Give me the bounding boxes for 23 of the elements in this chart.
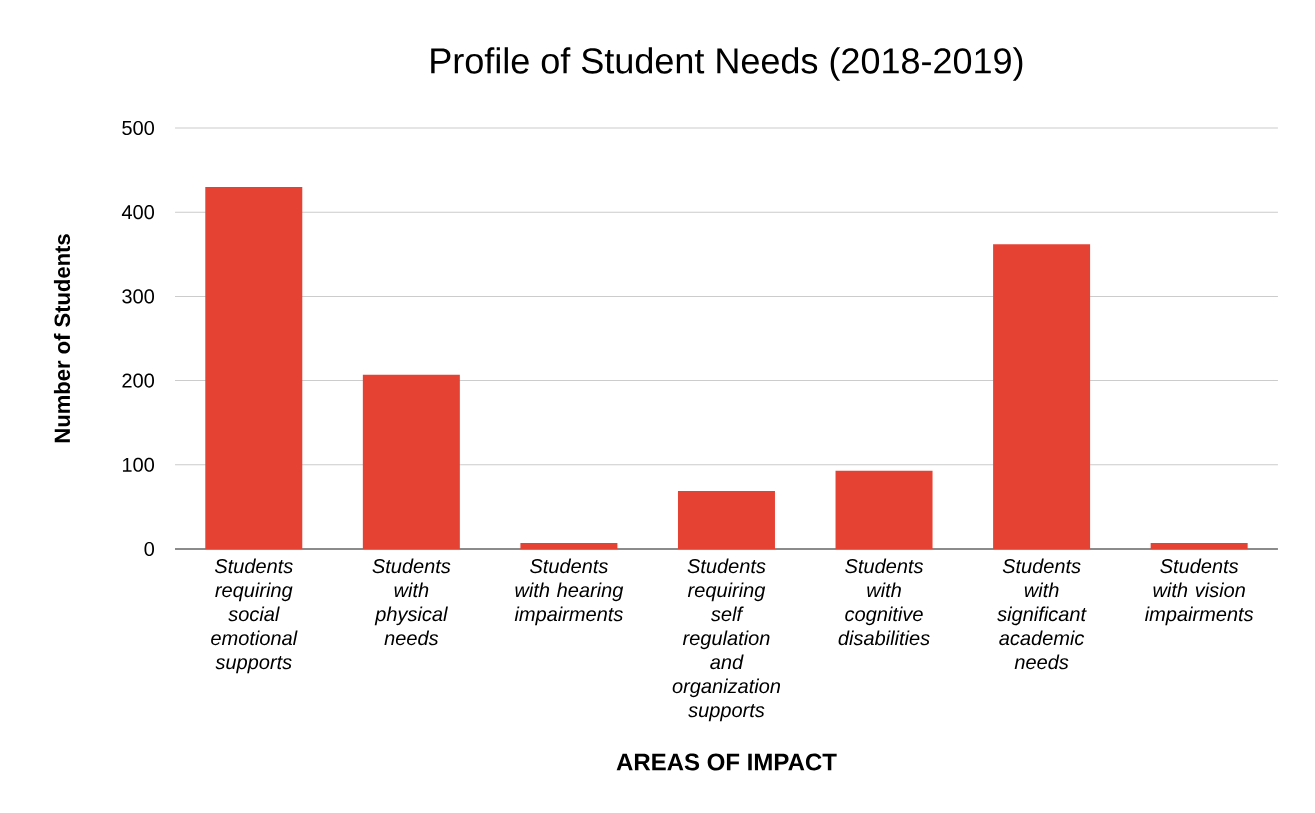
x-tick-label: Students requiring social emotional supports [211,558,298,674]
x-tick-label: Students requiring self regulation and organization supports [672,558,781,722]
bar [1150,543,1248,549]
x-axis-title: AREAS OF IMPACT [616,753,837,771]
y-tick-label: 400 [121,205,155,220]
y-tick-label: 500 [122,120,155,136]
x-tick-label: Students with cognitive disabilities [838,558,930,646]
x-tick-label: Students with vision impairments [1145,558,1254,626]
x-tick-label: Students with physical needs [372,558,451,646]
bar [835,470,933,549]
bar [205,186,303,549]
chart-title: Profile of Student Needs (2018-2019) [431,47,1023,81]
bar [677,490,775,549]
y-tick-label: 300 [122,289,155,304]
x-tick-label: Students with significant academic needs [997,558,1087,670]
bar [362,374,460,549]
bar [520,543,618,549]
y-tick-label: 100 [122,457,155,472]
y-tick-label: 200 [122,373,155,388]
y-tick-label: 0 [144,541,155,557]
x-tick-label: Students with hearing impairments [514,558,624,626]
bar [993,244,1091,549]
y-axis-title: Number of Students [53,234,71,443]
